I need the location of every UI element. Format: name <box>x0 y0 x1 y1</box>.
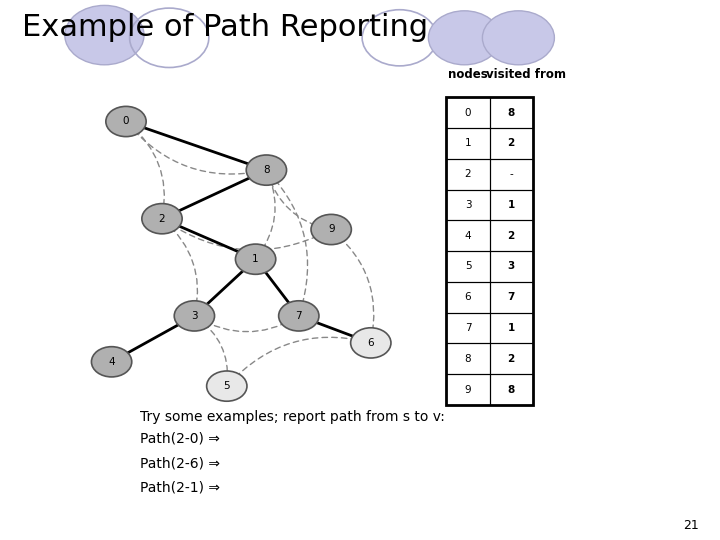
Text: 21: 21 <box>683 519 698 532</box>
Bar <box>446 251 490 282</box>
Circle shape <box>351 328 391 358</box>
Circle shape <box>246 155 287 185</box>
Bar <box>446 97 490 128</box>
Text: 3: 3 <box>464 200 472 210</box>
Circle shape <box>482 11 554 65</box>
Text: 2: 2 <box>464 169 472 179</box>
Text: Path(2-6) ⇒: Path(2-6) ⇒ <box>140 456 220 470</box>
Bar <box>490 97 533 128</box>
Bar <box>490 313 533 343</box>
Circle shape <box>174 301 215 331</box>
Circle shape <box>106 106 146 137</box>
Text: 8: 8 <box>508 107 515 118</box>
Circle shape <box>428 11 500 65</box>
Circle shape <box>311 214 351 245</box>
Bar <box>490 251 533 282</box>
Text: Path(2-0) ⇒: Path(2-0) ⇒ <box>140 432 220 446</box>
Text: 7: 7 <box>508 292 515 302</box>
Text: 5: 5 <box>464 261 472 272</box>
Text: 1: 1 <box>508 200 515 210</box>
Text: 7: 7 <box>464 323 472 333</box>
Bar <box>490 190 533 220</box>
Text: 6: 6 <box>367 338 374 348</box>
Text: 8: 8 <box>508 384 515 395</box>
Text: 8: 8 <box>464 354 472 364</box>
Text: 1: 1 <box>252 254 259 264</box>
Bar <box>446 282 490 313</box>
Bar <box>446 313 490 343</box>
Text: 4: 4 <box>464 231 472 241</box>
Text: 7: 7 <box>295 311 302 321</box>
Circle shape <box>91 347 132 377</box>
Text: nodes: nodes <box>448 68 488 81</box>
Bar <box>446 343 490 374</box>
Text: 4: 4 <box>108 357 115 367</box>
Bar <box>490 374 533 405</box>
Bar <box>446 374 490 405</box>
Text: Try some examples; report path from s to v:: Try some examples; report path from s to… <box>140 410 445 424</box>
Bar <box>490 128 533 159</box>
Bar <box>490 159 533 190</box>
Text: 1: 1 <box>508 323 515 333</box>
Text: 9: 9 <box>328 225 335 234</box>
Text: 0: 0 <box>464 107 472 118</box>
Text: 3: 3 <box>191 311 198 321</box>
Text: 5: 5 <box>223 381 230 391</box>
Bar <box>446 190 490 220</box>
Text: Path(2-1) ⇒: Path(2-1) ⇒ <box>140 481 220 495</box>
Circle shape <box>279 301 319 331</box>
Text: 2: 2 <box>508 354 515 364</box>
Bar <box>490 343 533 374</box>
Text: 1: 1 <box>464 138 472 149</box>
Text: Example of Path Reporting: Example of Path Reporting <box>22 14 428 43</box>
Text: 9: 9 <box>464 384 472 395</box>
Text: 8: 8 <box>263 165 270 175</box>
Circle shape <box>207 371 247 401</box>
Circle shape <box>235 244 276 274</box>
Bar <box>446 97 533 405</box>
Text: 0: 0 <box>122 117 130 126</box>
Bar <box>446 128 490 159</box>
Bar <box>490 220 533 251</box>
Text: 3: 3 <box>508 261 515 272</box>
Bar <box>490 282 533 313</box>
Bar <box>446 159 490 190</box>
Text: 2: 2 <box>158 214 166 224</box>
Circle shape <box>142 204 182 234</box>
Text: 2: 2 <box>508 231 515 241</box>
Text: 2: 2 <box>508 138 515 149</box>
Text: -: - <box>509 169 513 179</box>
Text: 6: 6 <box>464 292 472 302</box>
Circle shape <box>65 5 144 65</box>
Bar <box>446 220 490 251</box>
Text: visited from: visited from <box>485 68 566 81</box>
